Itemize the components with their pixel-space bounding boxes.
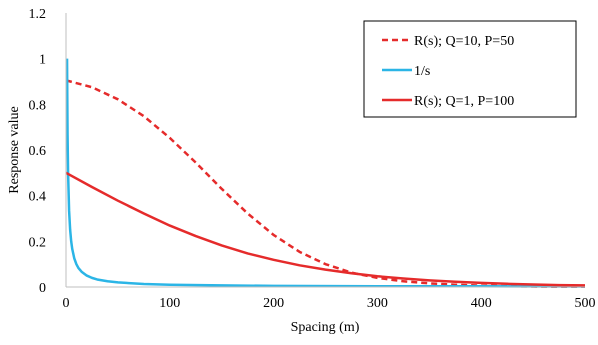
x-tick-label: 300: [367, 296, 388, 311]
x-tick-label: 400: [471, 296, 492, 311]
y-tick-label: 0.4: [29, 190, 47, 205]
y-tick-label: 0.6: [29, 144, 47, 159]
y-tick-label: 0.2: [29, 235, 47, 250]
x-tick-label: 200: [263, 296, 284, 311]
legend-label-0: R(s); Q=10, P=50: [414, 34, 514, 49]
series-line-2: [65, 171, 586, 287]
x-tick-label: 500: [575, 296, 596, 311]
legend: R(s); Q=10, P=50 1/s R(s); Q=1, P=100: [363, 20, 577, 118]
y-axis-title: Response value: [7, 106, 22, 193]
series-line-0: [65, 79, 585, 289]
y-tick-labels: 0 0.2 0.4 0.6 0.8 1 1.2: [29, 7, 47, 296]
x-tick-label: 100: [159, 296, 180, 311]
x-tick-label: 0: [63, 296, 70, 311]
series-lines: [65, 58, 586, 289]
y-tick-label: 1: [39, 53, 46, 68]
y-tick-label: 1.2: [29, 7, 47, 22]
y-tick-label: 0: [39, 281, 46, 296]
series-line-1: [65, 58, 586, 288]
legend-label-2: R(s); Q=1, P=100: [414, 94, 514, 109]
x-axis-title: Spacing (m): [291, 320, 360, 335]
x-tick-labels: 0 100 200 300 400 500: [63, 296, 596, 311]
legend-label-1: 1/s: [414, 64, 430, 79]
y-tick-label: 0.8: [29, 98, 47, 113]
